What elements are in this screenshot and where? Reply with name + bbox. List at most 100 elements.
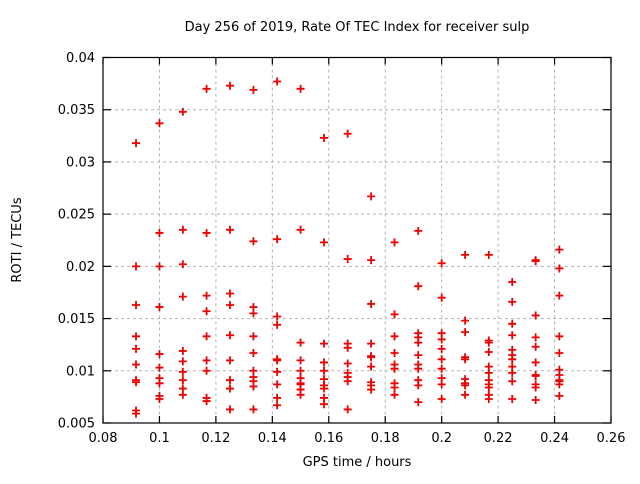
data-point-marker [531, 257, 540, 266]
data-point-marker [319, 384, 328, 393]
data-point-marker [319, 358, 328, 367]
data-point-marker [508, 355, 517, 364]
data-point-marker [414, 226, 423, 235]
data-point-marker [414, 282, 423, 291]
x-tick-label: 0.22 [484, 431, 513, 446]
data-point-marker [390, 364, 399, 373]
data-point-marker [484, 347, 493, 356]
data-point-marker [249, 332, 258, 341]
data-point-marker [178, 107, 187, 116]
plot-frame [102, 56, 612, 424]
data-point-marker [202, 228, 211, 237]
data-point-marker [437, 293, 446, 302]
data-point-marker [461, 381, 470, 390]
data-point-marker [367, 362, 376, 371]
data-point-marker [484, 338, 493, 347]
data-point-marker [367, 256, 376, 265]
data-point-marker [202, 307, 211, 316]
data-point-marker [461, 355, 470, 364]
data-point-marker [178, 225, 187, 234]
data-point-marker [202, 366, 211, 375]
data-point-marker [155, 394, 164, 403]
data-point-marker [531, 333, 540, 342]
data-point-marker [367, 385, 376, 394]
data-point-marker [178, 357, 187, 366]
x-tick-label: 0.08 [89, 431, 118, 446]
data-point-marker [226, 376, 234, 385]
data-point-marker [202, 332, 211, 341]
data-point-marker [296, 366, 305, 375]
data-point-marker [296, 225, 305, 234]
data-point-marker [202, 356, 211, 365]
data-point-marker [555, 349, 564, 358]
gridlines [103, 57, 611, 423]
data-point-marker [132, 344, 141, 353]
data-point-marker [414, 381, 423, 390]
data-point-marker [367, 192, 376, 201]
data-point-marker [531, 383, 540, 392]
data-point-marker [273, 77, 282, 86]
data-point-marker [226, 300, 234, 309]
data-point-marker [132, 409, 141, 418]
x-tick-label: 0.16 [314, 431, 343, 446]
data-point-marker [273, 401, 282, 410]
data-point-marker [155, 379, 164, 388]
data-point-marker [249, 349, 258, 358]
data-point-marker [461, 390, 470, 399]
y-tick-label: 0.015 [58, 312, 95, 327]
data-point-marker [390, 310, 399, 319]
data-point-marker [508, 331, 517, 340]
data-point-marker [343, 377, 352, 386]
data-point-marker [343, 129, 352, 138]
data-point-marker [555, 332, 564, 341]
data-point-marker [437, 394, 446, 403]
data-point-marker [155, 119, 164, 128]
data-point-marker [249, 309, 258, 318]
data-point-marker [555, 291, 564, 300]
x-tick-label: 0.14 [258, 431, 287, 446]
data-point-marker [202, 397, 211, 406]
data-point-marker [367, 353, 376, 362]
data-point-marker [155, 228, 164, 237]
chart-title: Day 256 of 2019, Rate Of TEC Index for r… [185, 20, 530, 35]
data-point-marker [178, 292, 187, 301]
y-tick-label: 0.01 [66, 364, 95, 379]
data-point-marker [132, 300, 141, 309]
data-point-marker [555, 264, 564, 273]
data-point-marker [226, 81, 234, 90]
data-point-marker [296, 356, 305, 365]
x-tick-label: 0.26 [597, 431, 626, 446]
data-point-marker [226, 331, 234, 340]
data-point-marker [226, 356, 234, 365]
data-points [132, 77, 564, 418]
x-tick-label: 0.24 [540, 431, 569, 446]
data-point-marker [273, 356, 282, 365]
data-point-marker [273, 367, 282, 376]
data-point-marker [390, 238, 399, 247]
data-point-marker [484, 368, 493, 377]
data-point-marker [343, 405, 352, 414]
data-point-marker [155, 262, 164, 271]
data-point-marker [484, 394, 493, 403]
data-point-marker [508, 297, 517, 306]
data-point-marker [249, 405, 258, 414]
data-point-marker [367, 339, 376, 348]
data-point-marker [414, 351, 423, 360]
data-point-marker [555, 391, 564, 400]
data-point-marker [414, 398, 423, 407]
data-point-marker [132, 332, 141, 341]
data-point-marker [178, 390, 187, 399]
tick-labels: 0.08 0.1 0.12 0.14 0.16 0.18 0.2 0.22 0.24 0.26 0.… [58, 51, 626, 446]
data-point-marker [296, 390, 305, 399]
x-tick-label: 0.2 [431, 431, 452, 446]
data-point-marker [508, 377, 517, 386]
data-point-marker [178, 346, 187, 355]
y-tick-label: 0.02 [66, 260, 95, 275]
data-point-marker [508, 319, 517, 328]
y-tick-label: 0.04 [66, 51, 95, 66]
data-point-marker [178, 260, 187, 269]
data-point-marker [155, 350, 164, 359]
data-point-marker [531, 358, 540, 367]
